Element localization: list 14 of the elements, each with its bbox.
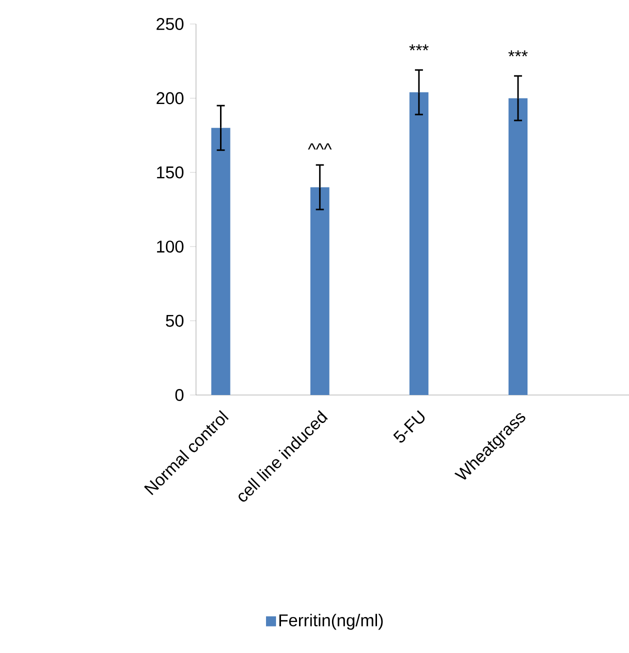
bar (211, 128, 230, 395)
annotation: ^^^ (308, 143, 332, 150)
bar (310, 187, 330, 395)
bar (409, 92, 428, 395)
bar (508, 98, 528, 395)
y-tick-label: 50 (166, 314, 184, 327)
y-tick-label: 250 (156, 18, 184, 30)
y-tick-label: 200 (156, 92, 184, 104)
legend-label: Ferritin(ng/ml) (279, 614, 383, 630)
annotation: *** (508, 50, 528, 56)
y-tick-label: 150 (157, 166, 184, 178)
annotation: *** (409, 44, 429, 50)
y-tick-label: 100 (157, 240, 184, 253)
y-tick-label: 0 (175, 388, 184, 402)
